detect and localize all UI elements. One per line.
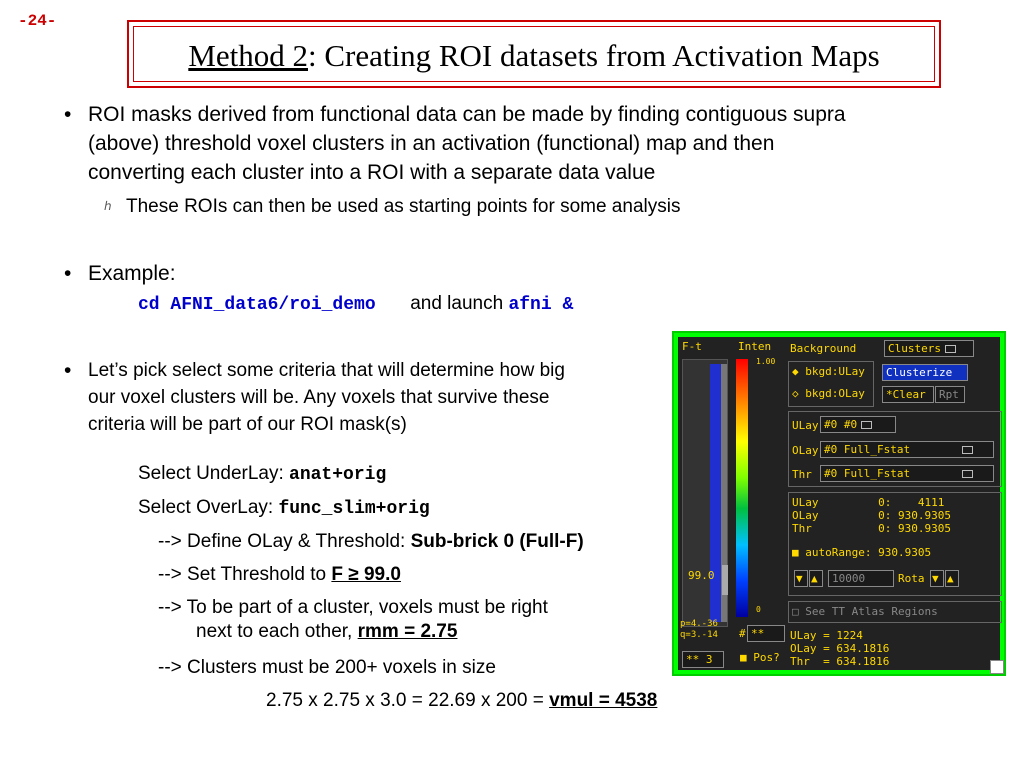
b1-line2: (above) threshold voxel clusters in an a… — [88, 132, 775, 155]
autorange-toggle[interactable]: ■ autoRange: 930.9305 — [792, 546, 932, 559]
radio-bkgd-olay[interactable]: ◇ bkgd:OLay — [792, 387, 865, 400]
olay-menu[interactable]: #0 Full_Fstat — [820, 441, 994, 458]
range-field[interactable]: 10000 — [828, 570, 894, 587]
colors-menu[interactable]: ** — [747, 625, 785, 642]
slider-handle[interactable] — [722, 565, 728, 595]
clusterize-button[interactable]: Clusterize — [882, 364, 968, 381]
step-overlay: Select OverLay: func_slim+orig — [138, 497, 430, 519]
radio-bkgd-ulay[interactable]: ◆ bkgd:ULay — [792, 365, 865, 378]
rota-down-arrow-icon[interactable]: ▼ — [930, 570, 944, 587]
atlas-group — [788, 601, 1002, 623]
info-group — [788, 492, 1002, 596]
step-calc: 2.75 x 2.75 x 3.0 = 22.69 x 200 = vmul =… — [266, 690, 658, 711]
page-number: -24- — [18, 12, 57, 30]
sub-bullet-rois: ℎ These ROIs can then be used as startin… — [104, 196, 681, 217]
title-method: Method 2 — [188, 38, 308, 73]
rmm-value: rmm = 2.75 — [357, 621, 458, 642]
atlas-toggle[interactable]: □ See TT Atlas Regions — [792, 605, 938, 618]
afni-panel: F-t Inten 99.0 1.00 0 p=4.-36 q=3.-14 **… — [672, 331, 1006, 676]
sub-bullet-icon: ℎ — [104, 199, 112, 213]
layer-select-group — [788, 411, 1002, 487]
threshold-exp-menu[interactable]: ** 3 — [682, 651, 724, 668]
clusters-menu[interactable]: Clusters — [884, 340, 974, 357]
rpt-button[interactable]: Rpt — [935, 386, 965, 403]
step-underlay: Select UnderLay: anat+orig — [138, 463, 387, 485]
range-up-arrow-icon[interactable]: ▲ — [809, 570, 823, 587]
bullet-criteria: • Let’s pick select some criteria that w… — [64, 359, 565, 435]
step-cluster: --> To be part of a cluster, voxels must… — [158, 597, 548, 642]
pos-toggle[interactable]: ■ Pos? — [740, 651, 780, 664]
ft-label: F-t — [682, 340, 702, 353]
background-label: Background — [790, 342, 857, 355]
background-radio-group — [788, 361, 874, 407]
thr-menu[interactable]: #0 Full_Fstat — [820, 465, 994, 482]
threshold-value: 99.0 — [688, 569, 715, 582]
resize-grip-icon[interactable] — [990, 660, 1004, 674]
step-threshold: --> Set Threshold to F ≥ 99.0 — [158, 564, 401, 585]
bullet-example: • Example: — [64, 262, 176, 285]
b1-line3: converting each cluster into a ROI with … — [88, 161, 656, 184]
b1-line1: ROI masks derived from functional data c… — [88, 103, 846, 126]
page-title: Method 2: Creating ROI datasets from Act… — [129, 38, 939, 74]
step-size: --> Clusters must be 200+ voxels in size — [158, 657, 496, 678]
example-command: cd AFNI_data6/roi_demo and launch afni & — [138, 293, 574, 315]
title-rest: : Creating ROI datasets from Activation … — [308, 38, 880, 73]
title-frame: Method 2: Creating ROI datasets from Act… — [127, 20, 941, 88]
inten-label: Inten — [738, 340, 772, 353]
color-scale[interactable] — [736, 359, 748, 617]
clear-button[interactable]: *Clear — [882, 386, 934, 403]
step-define: --> Define OLay & Threshold: Sub-brick 0… — [158, 531, 584, 552]
vmul-value: vmul = 4538 — [549, 690, 658, 711]
threshold-slider[interactable] — [682, 359, 728, 627]
afni-command: afni & — [508, 295, 574, 315]
range-down-arrow-icon[interactable]: ▼ — [794, 570, 808, 587]
bullet-roi-masks: • ROI masks derived from functional data… — [64, 100, 846, 187]
ulay-menu[interactable]: #0 #0 — [820, 416, 896, 433]
cd-command: cd AFNI_data6/roi_demo — [138, 295, 376, 315]
rota-up-arrow-icon[interactable]: ▲ — [945, 570, 959, 587]
